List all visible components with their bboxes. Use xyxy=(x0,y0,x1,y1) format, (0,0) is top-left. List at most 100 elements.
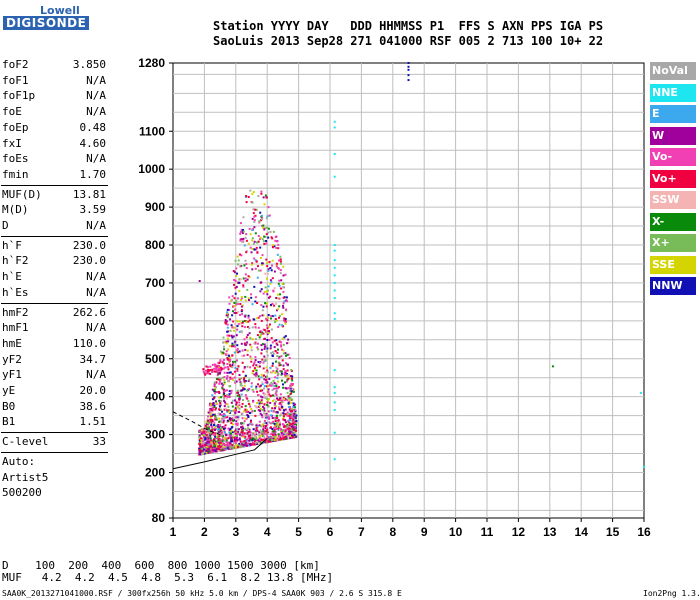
echo-point xyxy=(222,417,225,419)
echo-point xyxy=(233,441,235,444)
echo-point xyxy=(272,430,275,433)
echo-point xyxy=(287,420,290,423)
echo-point xyxy=(281,429,284,432)
echo-point xyxy=(285,437,287,440)
echo-point xyxy=(210,403,213,406)
echo-point xyxy=(266,319,269,322)
echo-point xyxy=(253,434,256,437)
echo-point xyxy=(230,392,233,395)
echo-point xyxy=(250,411,253,414)
echo-point xyxy=(283,399,286,402)
echo-point xyxy=(198,430,201,433)
echo-point xyxy=(256,443,259,445)
echo-point xyxy=(257,240,260,243)
echo-point xyxy=(232,444,235,447)
echo-point xyxy=(295,421,298,424)
echo-point xyxy=(257,265,259,268)
echo-point xyxy=(259,211,262,214)
echo-point xyxy=(273,304,276,307)
echo-point xyxy=(257,235,260,237)
echo-point xyxy=(243,367,246,370)
echo-point xyxy=(199,441,202,444)
echo-point xyxy=(240,238,243,241)
param-label: h`F xyxy=(2,238,22,252)
echo-point xyxy=(286,391,289,394)
echo-point xyxy=(221,351,223,354)
echo-point xyxy=(253,367,256,370)
echo-point xyxy=(277,282,280,285)
echo-point xyxy=(254,208,257,211)
echo-point xyxy=(258,435,261,438)
echo-point-nne xyxy=(333,120,336,123)
echo-point xyxy=(225,389,228,392)
echo-point xyxy=(242,388,245,391)
echo-point xyxy=(288,432,291,435)
echo-point xyxy=(214,426,217,429)
echo-point xyxy=(258,220,261,223)
echo-point xyxy=(250,437,252,440)
echo-point xyxy=(213,367,216,370)
echo-point xyxy=(274,405,277,408)
echo-point xyxy=(263,387,266,390)
echo-point xyxy=(283,431,286,434)
echo-point xyxy=(247,326,249,328)
echo-point xyxy=(233,364,236,367)
echo-point xyxy=(211,363,214,366)
echo-point xyxy=(254,296,257,299)
echo-point xyxy=(248,332,251,335)
echo-point-nne xyxy=(333,431,336,434)
echo-point xyxy=(277,380,279,383)
echo-point xyxy=(265,258,268,261)
echo-point xyxy=(218,428,220,431)
echo-point xyxy=(294,412,297,415)
echo-point xyxy=(255,246,258,249)
echo-point xyxy=(257,195,260,197)
echo-point xyxy=(223,376,226,379)
echo-point xyxy=(213,397,216,399)
echo-point xyxy=(279,260,282,263)
echo-point xyxy=(286,342,288,345)
echo-point xyxy=(282,396,285,399)
echo-point xyxy=(250,346,253,349)
echo-point xyxy=(217,450,220,452)
echo-point xyxy=(266,327,269,330)
echo-point xyxy=(229,432,232,435)
echo-point xyxy=(244,380,247,382)
echo-point xyxy=(207,431,210,434)
echo-point xyxy=(232,419,235,422)
echo-point xyxy=(248,439,251,442)
echo-point xyxy=(287,396,290,399)
echo-point xyxy=(286,373,288,375)
echo-point xyxy=(222,388,225,391)
echo-point xyxy=(222,395,225,398)
echo-point xyxy=(260,395,263,398)
echo-point xyxy=(248,378,251,381)
echo-point xyxy=(265,317,267,320)
panel-divider xyxy=(1,451,108,453)
echo-point xyxy=(234,411,237,414)
echo-point xyxy=(253,362,255,365)
echo-point xyxy=(239,239,242,242)
echo-point xyxy=(278,297,281,300)
legend-item-nne: NNE xyxy=(650,83,696,102)
echo-point xyxy=(254,429,257,432)
echo-point xyxy=(257,375,260,378)
echo-point xyxy=(244,417,247,420)
echo-point xyxy=(236,368,239,371)
echo-point xyxy=(275,319,278,322)
echo-point xyxy=(277,267,280,270)
echo-point xyxy=(213,383,216,386)
echo-point xyxy=(282,409,285,412)
echo-point xyxy=(231,295,234,298)
echo-point xyxy=(258,431,261,434)
echo-point xyxy=(273,398,276,401)
echo-point xyxy=(267,414,270,417)
echo-point xyxy=(227,368,230,371)
echo-point xyxy=(265,242,268,245)
echo-point xyxy=(267,316,270,319)
echo-point xyxy=(263,347,266,350)
echo-point xyxy=(279,435,282,438)
echo-point xyxy=(267,410,270,413)
param-label: M(D) xyxy=(2,203,29,217)
echo-point xyxy=(277,243,280,246)
